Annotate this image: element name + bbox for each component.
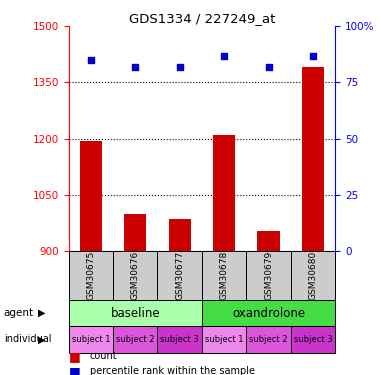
Text: subject 2: subject 2 [249, 335, 288, 344]
Bar [202, 251, 247, 300]
Bar [247, 326, 291, 352]
Bar [291, 251, 335, 300]
Bar [302, 68, 324, 251]
Text: agent: agent [4, 308, 34, 318]
Bar [113, 251, 157, 300]
Bar [258, 231, 280, 251]
Point [266, 64, 272, 70]
Text: baseline: baseline [110, 307, 160, 320]
Text: percentile rank within the sample: percentile rank within the sample [90, 366, 255, 375]
Bar [202, 300, 335, 326]
Point [88, 57, 94, 63]
Bar [247, 251, 291, 300]
Text: subject 3: subject 3 [160, 335, 199, 344]
Bar [113, 326, 157, 352]
Text: ■: ■ [69, 350, 80, 363]
Bar [124, 214, 146, 251]
Text: ▶: ▶ [38, 334, 46, 344]
Text: GSM30678: GSM30678 [220, 251, 229, 300]
Bar [168, 219, 191, 251]
Bar [80, 141, 102, 251]
Text: count: count [90, 351, 117, 361]
Text: subject 1: subject 1 [72, 335, 110, 344]
Bar [157, 326, 202, 352]
Text: individual: individual [4, 334, 51, 344]
Text: GSM30680: GSM30680 [309, 251, 317, 300]
Title: GDS1334 / 227249_at: GDS1334 / 227249_at [129, 12, 275, 25]
Point [132, 64, 138, 70]
Text: GSM30675: GSM30675 [86, 251, 95, 300]
Bar [69, 326, 113, 352]
Text: subject 1: subject 1 [205, 335, 243, 344]
Bar [69, 300, 202, 326]
Text: subject 2: subject 2 [116, 335, 155, 344]
Text: GSM30676: GSM30676 [131, 251, 140, 300]
Text: GSM30679: GSM30679 [264, 251, 273, 300]
Bar [291, 326, 335, 352]
Bar [202, 326, 247, 352]
Bar [157, 251, 202, 300]
Text: subject 3: subject 3 [294, 335, 332, 344]
Point [310, 53, 316, 58]
Bar [69, 251, 113, 300]
Text: ■: ■ [69, 365, 80, 375]
Point [177, 64, 183, 70]
Text: oxandrolone: oxandrolone [232, 307, 305, 320]
Text: GSM30677: GSM30677 [175, 251, 184, 300]
Text: ▶: ▶ [38, 308, 46, 318]
Bar [213, 135, 235, 251]
Point [221, 53, 227, 58]
